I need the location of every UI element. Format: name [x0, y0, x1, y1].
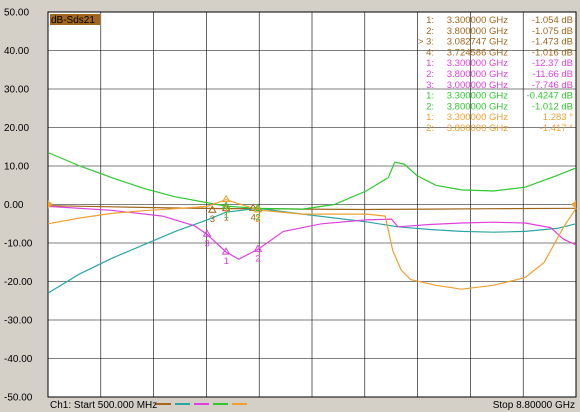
start-frequency-label: Ch1: Start 500.000 MHz — [50, 400, 157, 411]
marker-triangle[interactable] — [207, 205, 217, 213]
y-tick-label: 40.00 — [4, 46, 29, 57]
trace-line[interactable] — [47, 198, 577, 290]
marker-readout-row: 1: 3.300000 GHz -0.4247 dB — [426, 91, 573, 102]
trace-badge[interactable]: dB-Sds21 — [51, 15, 95, 26]
marker-triangle[interactable] — [253, 205, 263, 213]
marker-label: 3 — [210, 214, 215, 225]
marker-readout-number: > 3: — [418, 37, 434, 48]
marker-readout-value: -11.66 dB — [533, 69, 574, 80]
marker-readout-frequency: 3.800000 GHz — [447, 123, 509, 134]
marker-triangle[interactable] — [248, 203, 258, 211]
y-tick-label: -10.00 — [4, 239, 33, 250]
marker-readout-frequency: 3.300000 GHz — [447, 91, 509, 102]
trace-line[interactable] — [47, 205, 577, 260]
marker-readout-row: 3: 3.000000 GHz -7.746 dB — [426, 80, 573, 91]
marker-label: 2 — [255, 213, 260, 224]
marker-triangle[interactable] — [221, 247, 231, 255]
marker-readout-frequency: 3.724586 GHz — [447, 47, 509, 58]
marker-readout-value: 1.283 ° — [543, 112, 573, 123]
marker-readout-frequency: 3.300000 GHz — [447, 58, 509, 69]
marker-readout-row: 1: 3.300000 GHz -12.37 dB — [426, 58, 573, 69]
y-tick-label: -40.00 — [4, 354, 33, 365]
marker-label: 2 — [255, 212, 260, 223]
marker-readout-number: 1: — [426, 91, 434, 102]
marker-readout-value: -7.746 dB — [532, 80, 573, 91]
marker-readout-number: 1: — [426, 58, 434, 69]
marker-readout-number: 2: — [426, 101, 434, 112]
marker-label: 2 — [255, 214, 260, 225]
marker-readout-row: 1: 3.300000 GHz -1.054 dB — [426, 15, 573, 26]
marker-readout-frequency: 3.800000 GHz — [447, 69, 509, 80]
y-tick-label: 20.00 — [4, 123, 29, 134]
marker-readout-row: 2: 3.800000 GHz -11.66 dB — [426, 69, 573, 80]
marker-readout-number: 4: — [426, 47, 434, 58]
y-tick-label: 10.00 — [4, 162, 29, 173]
marker-readout-value: -0.4247 dB — [527, 91, 573, 102]
reference-level-arrow-left[interactable] — [48, 200, 53, 209]
marker-triangle[interactable] — [253, 203, 263, 211]
marker-readout-row: 2: 3.800000 GHz -1.012 dB — [426, 101, 573, 112]
marker-readout-frequency: 3.082747 GHz — [447, 37, 509, 48]
trace-badge-bg — [50, 14, 100, 25]
marker-readout-number: 2: — [426, 69, 434, 80]
marker-readout-row: 1: 3.300000 GHz 1.283 ° — [426, 112, 573, 123]
marker-readout-row: 2: 3.800000 GHz -1.417 ° — [426, 123, 573, 134]
marker-readout-number: 1: — [426, 112, 434, 123]
y-tick-label: -20.00 — [4, 277, 33, 288]
stop-frequency-label: Stop 8.80000 GHz — [493, 400, 575, 411]
marker-label: 1 — [224, 210, 229, 221]
y-tick-label: 0.00 — [4, 200, 24, 211]
marker-readout-number: 2: — [426, 26, 434, 37]
marker-readout-frequency: 3.800000 GHz — [447, 26, 509, 37]
marker-readout-value: -1.473 dB — [532, 37, 573, 48]
marker-readout-frequency: 3.300000 GHz — [447, 15, 509, 26]
marker-label: 3 — [205, 238, 210, 249]
marker-label: 1 — [224, 204, 229, 215]
marker-readout-frequency: 3.000000 GHz — [447, 80, 509, 91]
marker-readout-row: > 3: 3.082747 GHz -1.473 dB — [418, 37, 573, 48]
marker-readout-number: 3: — [426, 80, 434, 91]
marker-readout-value: -1.054 dB — [532, 15, 573, 26]
marker-readout-value: -1.016 dB — [532, 47, 573, 58]
marker-triangle[interactable] — [221, 194, 231, 203]
y-tick-label: -30.00 — [4, 316, 33, 327]
marker-readout-value: -1.417 ° — [540, 123, 574, 134]
y-tick-label: -50.00 — [4, 393, 33, 404]
marker-triangle[interactable] — [253, 244, 263, 252]
marker-readout-number: 2: — [426, 123, 434, 134]
marker-readout-frequency: 3.300000 GHz — [447, 112, 509, 123]
y-tick-label: 50.00 — [4, 8, 29, 19]
marker-readout-row: 2: 3.800000 GHz -1.075 dB — [426, 26, 573, 37]
marker-triangle[interactable] — [221, 201, 231, 209]
marker-label: 4 — [251, 212, 256, 223]
marker-readout-row: 4: 3.724586 GHz -1.016 dB — [426, 47, 573, 58]
y-tick-label: 30.00 — [4, 85, 29, 96]
reference-level-arrow-right[interactable] — [571, 200, 576, 209]
marker-label: 2 — [255, 253, 260, 264]
marker-label: 1 — [224, 213, 229, 224]
marker-readout-number: 1: — [426, 15, 434, 26]
trace-line[interactable] — [47, 151, 577, 210]
marker-readout-value: -12.37 dB — [532, 58, 573, 69]
marker-readout-frequency: 3.800000 GHz — [447, 101, 509, 112]
marker-readout-value: -1.075 dB — [532, 26, 573, 37]
marker-label: 1 — [224, 256, 229, 267]
marker-triangle[interactable] — [202, 229, 212, 237]
marker-readout-value: -1.012 dB — [532, 101, 573, 112]
